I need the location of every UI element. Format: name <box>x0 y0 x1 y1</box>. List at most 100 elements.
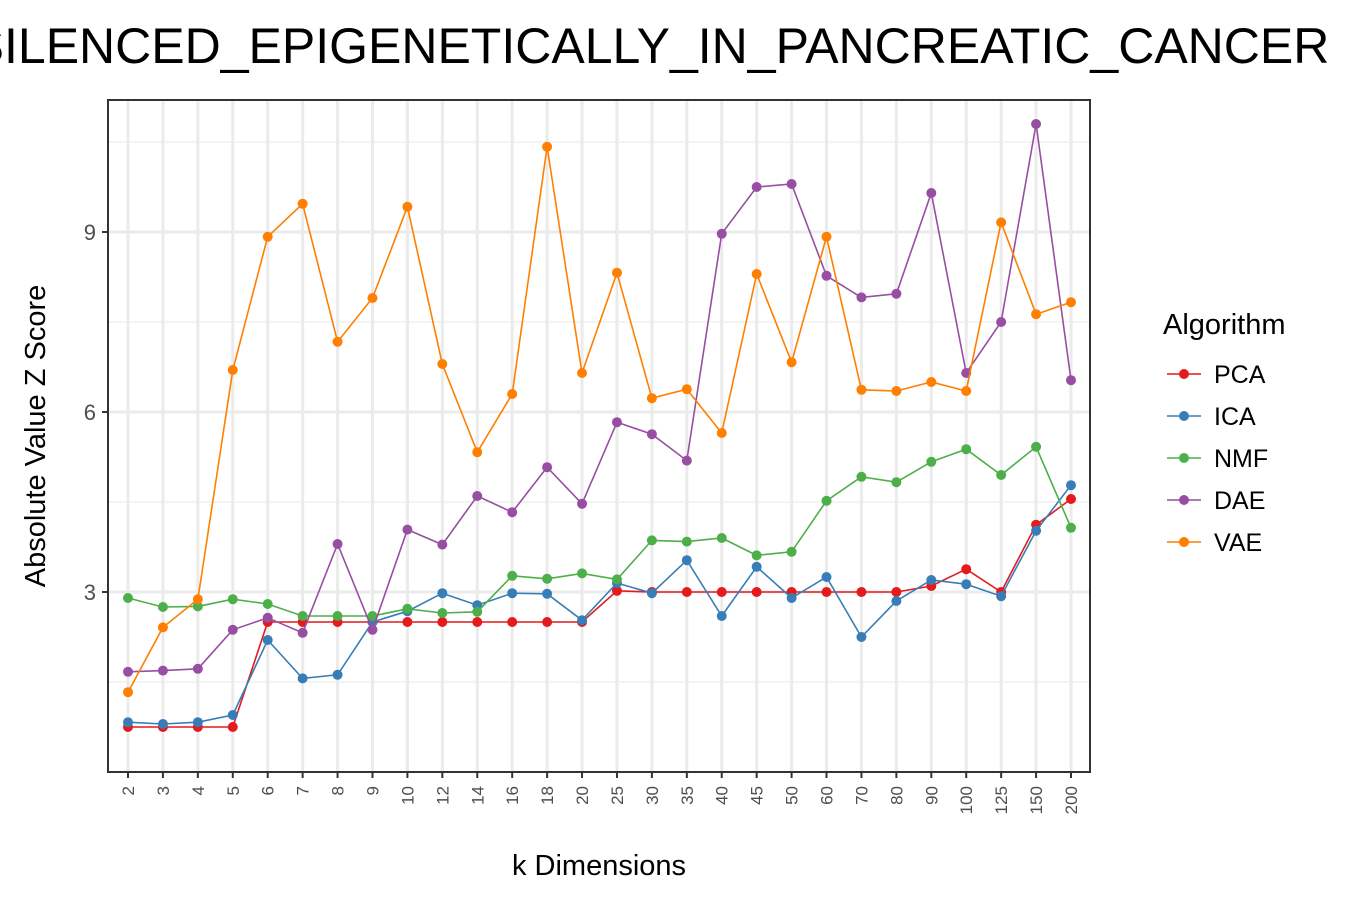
data-point <box>157 665 168 676</box>
data-point <box>821 270 832 281</box>
data-point <box>926 377 937 387</box>
data-point <box>1031 119 1042 129</box>
data-point <box>856 471 867 482</box>
data-point <box>681 536 692 547</box>
chart-title: SILENCED_EPIGENETICALLY_IN_PANCREATIC_CA… <box>0 18 1329 74</box>
data-point <box>367 624 378 635</box>
legend-item-ica: ICA <box>1167 403 1256 431</box>
legend-label: NMF <box>1214 445 1268 473</box>
data-point <box>996 591 1007 602</box>
data-point <box>856 384 867 395</box>
data-point <box>507 617 518 627</box>
x-tick-label: 6 <box>259 786 278 795</box>
data-point <box>192 601 203 612</box>
data-point <box>1031 309 1042 320</box>
data-point <box>1031 525 1042 536</box>
x-axis-title: k Dimensions <box>512 850 686 882</box>
data-point <box>681 587 692 597</box>
series-line <box>127 146 1072 693</box>
series-dae <box>123 119 1076 677</box>
data-point <box>227 710 238 720</box>
data-point <box>472 617 483 627</box>
x-tick-label: 125 <box>992 786 1011 814</box>
x-tick-label: 80 <box>887 786 906 805</box>
x-tick-label: 14 <box>468 786 487 805</box>
data-point <box>402 603 413 614</box>
legend: Algorithm PCA ICA NMF DAE VAE <box>1163 309 1286 557</box>
x-tick-label: 4 <box>189 786 208 795</box>
x-tick-label: 5 <box>224 786 243 795</box>
y-tick-label: 9 <box>84 220 96 245</box>
data-point <box>262 599 273 609</box>
data-point <box>926 456 937 467</box>
x-tick-label: 150 <box>1027 786 1046 814</box>
data-point <box>367 293 378 303</box>
data-point <box>192 663 203 674</box>
y-axis-title: Absolute Value Z Score <box>20 285 52 588</box>
legend-item-vae: VAE <box>1167 529 1262 557</box>
data-point <box>926 575 937 585</box>
data-point <box>123 593 133 603</box>
data-point <box>891 288 902 299</box>
data-point <box>437 617 448 627</box>
data-point <box>1066 375 1076 386</box>
data-point <box>437 539 448 550</box>
data-point <box>227 624 238 635</box>
data-point <box>297 198 308 209</box>
series-line <box>128 498 1072 728</box>
legend-key-point <box>1179 369 1189 379</box>
data-point <box>262 612 273 623</box>
series-layer <box>123 119 1076 732</box>
data-point <box>123 717 133 728</box>
data-point <box>507 588 518 599</box>
data-point <box>821 495 832 506</box>
data-point <box>577 615 588 626</box>
x-tick-label: 8 <box>329 786 348 795</box>
data-point <box>751 182 762 192</box>
data-point <box>402 201 413 212</box>
data-point <box>1066 297 1076 308</box>
data-point <box>961 386 972 396</box>
data-point <box>157 622 168 633</box>
data-point <box>786 593 797 603</box>
data-point <box>891 596 902 606</box>
legend-item-pca: PCA <box>1167 361 1266 389</box>
y-tick-label: 6 <box>84 400 96 425</box>
data-point <box>681 555 692 566</box>
x-tick-label: 35 <box>678 786 697 805</box>
data-point <box>472 491 483 501</box>
data-point <box>297 611 308 621</box>
x-tick-label: 7 <box>294 786 313 795</box>
x-tick-label: 70 <box>852 786 871 805</box>
data-point <box>611 574 622 585</box>
x-tick-label: 60 <box>818 786 837 805</box>
data-point <box>157 602 168 612</box>
x-tick-label: 9 <box>363 786 382 795</box>
data-point <box>856 587 867 597</box>
series-pca <box>123 494 1076 732</box>
x-tick-label: 12 <box>433 786 452 805</box>
data-point <box>646 535 657 546</box>
x-tick-label: 45 <box>748 786 767 805</box>
data-point <box>891 587 902 597</box>
data-point <box>611 585 622 596</box>
data-point <box>751 587 762 597</box>
data-point <box>123 687 133 698</box>
x-tick-label: 50 <box>783 786 802 805</box>
series-line <box>127 484 1072 725</box>
data-point <box>996 217 1007 228</box>
y-axis: 3 6 9 <box>84 220 108 605</box>
data-point <box>681 455 692 466</box>
data-point <box>891 477 902 488</box>
series-line <box>127 123 1072 673</box>
data-point <box>646 588 657 599</box>
x-axis: 2 3 4 5 6 7 8 9 10 12 14 16 18 20 25 30 35 40 45 50 60 70 80 90… <box>119 772 1081 814</box>
y-tick-label: 3 <box>84 580 96 605</box>
data-point <box>961 579 972 590</box>
data-point <box>996 470 1007 480</box>
data-point <box>716 428 727 438</box>
data-point <box>507 507 518 518</box>
data-point <box>646 393 657 404</box>
data-point <box>786 357 797 368</box>
